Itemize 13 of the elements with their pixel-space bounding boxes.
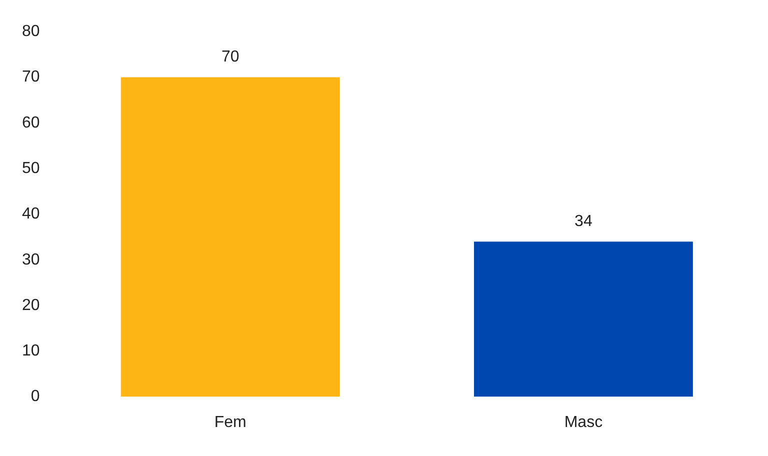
- y-tick-label: 30: [22, 251, 40, 268]
- data-label: 34: [574, 212, 592, 230]
- y-tick-label: 80: [22, 23, 40, 40]
- y-tick-label: 0: [30, 388, 40, 406]
- x-tick-label: Masc: [564, 414, 603, 431]
- y-tick-label: 60: [22, 114, 40, 132]
- y-tick-label: 40: [22, 206, 40, 223]
- x-tick-label: Fem: [214, 414, 246, 431]
- y-tick-label: 50: [22, 160, 40, 177]
- y-tick-label: 10: [22, 342, 40, 360]
- data-label: 70: [221, 48, 240, 66]
- y-tick-label: 20: [22, 296, 40, 314]
- y-tick-label: 70: [22, 68, 40, 86]
